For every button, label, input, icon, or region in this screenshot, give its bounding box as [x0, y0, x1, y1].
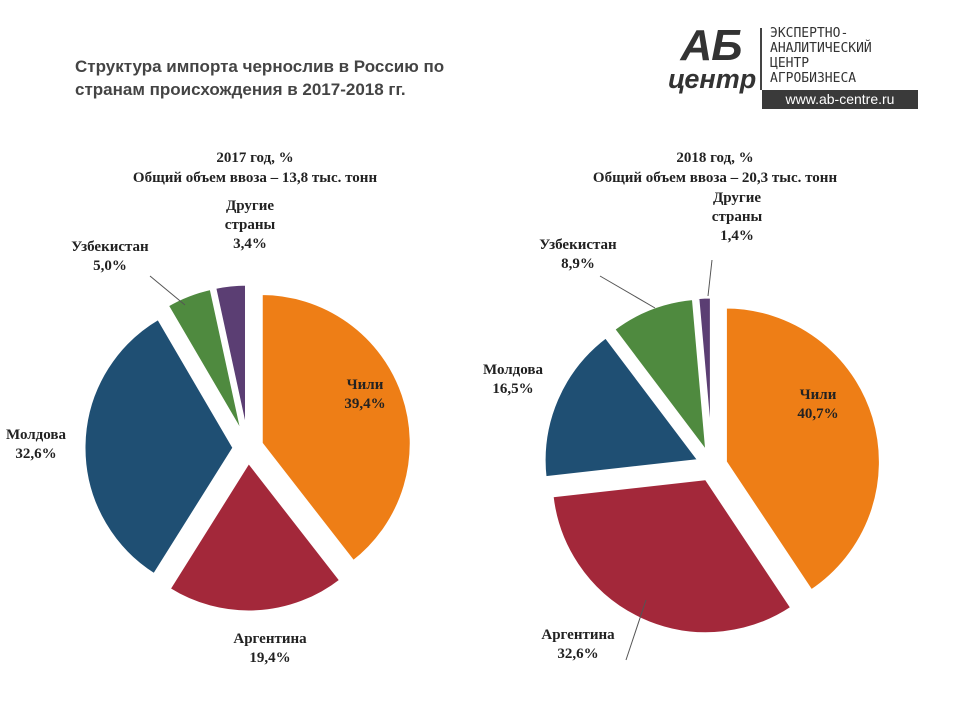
pie-1-label-name-4: Другие	[713, 190, 761, 206]
logo-url: www.ab-centre.ru	[762, 90, 918, 109]
logo-line-1: ЭКСПЕРТНО-	[770, 26, 849, 41]
pie-1-slice-0	[723, 305, 882, 594]
pie-1-label-name-4: страны	[712, 209, 763, 225]
pie-1-label-value-0: 40,7%	[797, 406, 838, 422]
pie-0-label-name-4: Другие	[226, 198, 274, 214]
pie-0-label-name-1: Аргентина	[233, 631, 307, 647]
pie-0-slice-4	[212, 282, 249, 435]
ab-centre-logo: АБ центр ЭКСПЕРТНО- АНАЛИТИЧЕСКИЙ ЦЕНТР АГР…	[668, 24, 924, 110]
pie-1-label-value-4: 1,4%	[720, 228, 754, 244]
pie-0-slice-2	[82, 316, 236, 577]
chart-2017-subtitle: Общий объем ввоза – 13,8 тыс. тонн	[132, 170, 378, 186]
pie-0-label-value-4: 3,4%	[233, 236, 267, 252]
pie-1-label-value-3: 8,9%	[561, 256, 595, 272]
pie-1-label-value-1: 32,6%	[557, 646, 598, 662]
page-title: Структура импорта чернослив в Россию по …	[75, 57, 445, 99]
pie-0-slice-0	[259, 291, 413, 564]
pie-0-label-name-3: Узбекистан	[71, 239, 149, 255]
pie-0-label-value-3: 5,0%	[93, 258, 127, 274]
pie-1-label-name-3: Узбекистан	[539, 237, 617, 253]
chart-2017-header: 2017 год, % Общий объем ввоза – 13,8 тыс…	[60, 148, 450, 188]
logo-divider	[760, 28, 762, 90]
logo-line-2: АНАЛИТИЧЕСКИЙ	[770, 41, 872, 56]
logo-line-4: АГРОБИЗНЕСА	[770, 71, 857, 86]
logo-mark-bottom: центр	[668, 64, 757, 94]
logo-mark: АБ центр	[668, 21, 757, 94]
pie-0-slice-3	[165, 286, 245, 436]
pie-1-slice-2	[542, 334, 702, 480]
pie-0-label-value-1: 19,4%	[249, 650, 290, 666]
pie-1-slice-1	[550, 477, 795, 636]
chart-2018-title: 2018 год, %	[676, 150, 754, 166]
pie-1-leader-4	[707, 259, 713, 297]
pie-0-slice-1	[166, 459, 343, 614]
pie-0-label-name-2: Молдова	[6, 427, 66, 443]
pie-0-label-value-0: 39,4%	[344, 396, 385, 412]
pie-1-label-name-1: Аргентина	[541, 627, 615, 643]
pie-0-label-name-0: Чили	[347, 377, 384, 393]
pie-0-label-value-2: 32,6%	[15, 446, 56, 462]
pie-0-leader-3	[149, 275, 186, 306]
pie-1-label-name-0: Чили	[800, 387, 837, 403]
pie-1-leader-1	[625, 599, 647, 661]
pie-1-label-name-2: Молдова	[483, 362, 543, 378]
chart-2018-header: 2018 год, % Общий объем ввоза – 20,3 тыс…	[520, 148, 910, 188]
pie-1-slice-4	[696, 295, 713, 453]
pie-1-slice-3	[611, 296, 709, 459]
pie-1-label-value-2: 16,5%	[492, 381, 533, 397]
logo-line-3: ЦЕНТР	[770, 56, 810, 71]
chart-2018-subtitle: Общий объем ввоза – 20,3 тыс. тонн	[592, 170, 838, 186]
logo-text: ЭКСПЕРТНО- АНАЛИТИЧЕСКИЙ ЦЕНТР АГРОБИЗНЕСА	[770, 26, 872, 86]
logo-mark-top: АБ	[680, 21, 743, 70]
chart-2017-title: 2017 год, %	[216, 150, 294, 166]
pie-0-label-name-4: страны	[225, 217, 276, 233]
pie-1-leader-3	[599, 275, 656, 309]
